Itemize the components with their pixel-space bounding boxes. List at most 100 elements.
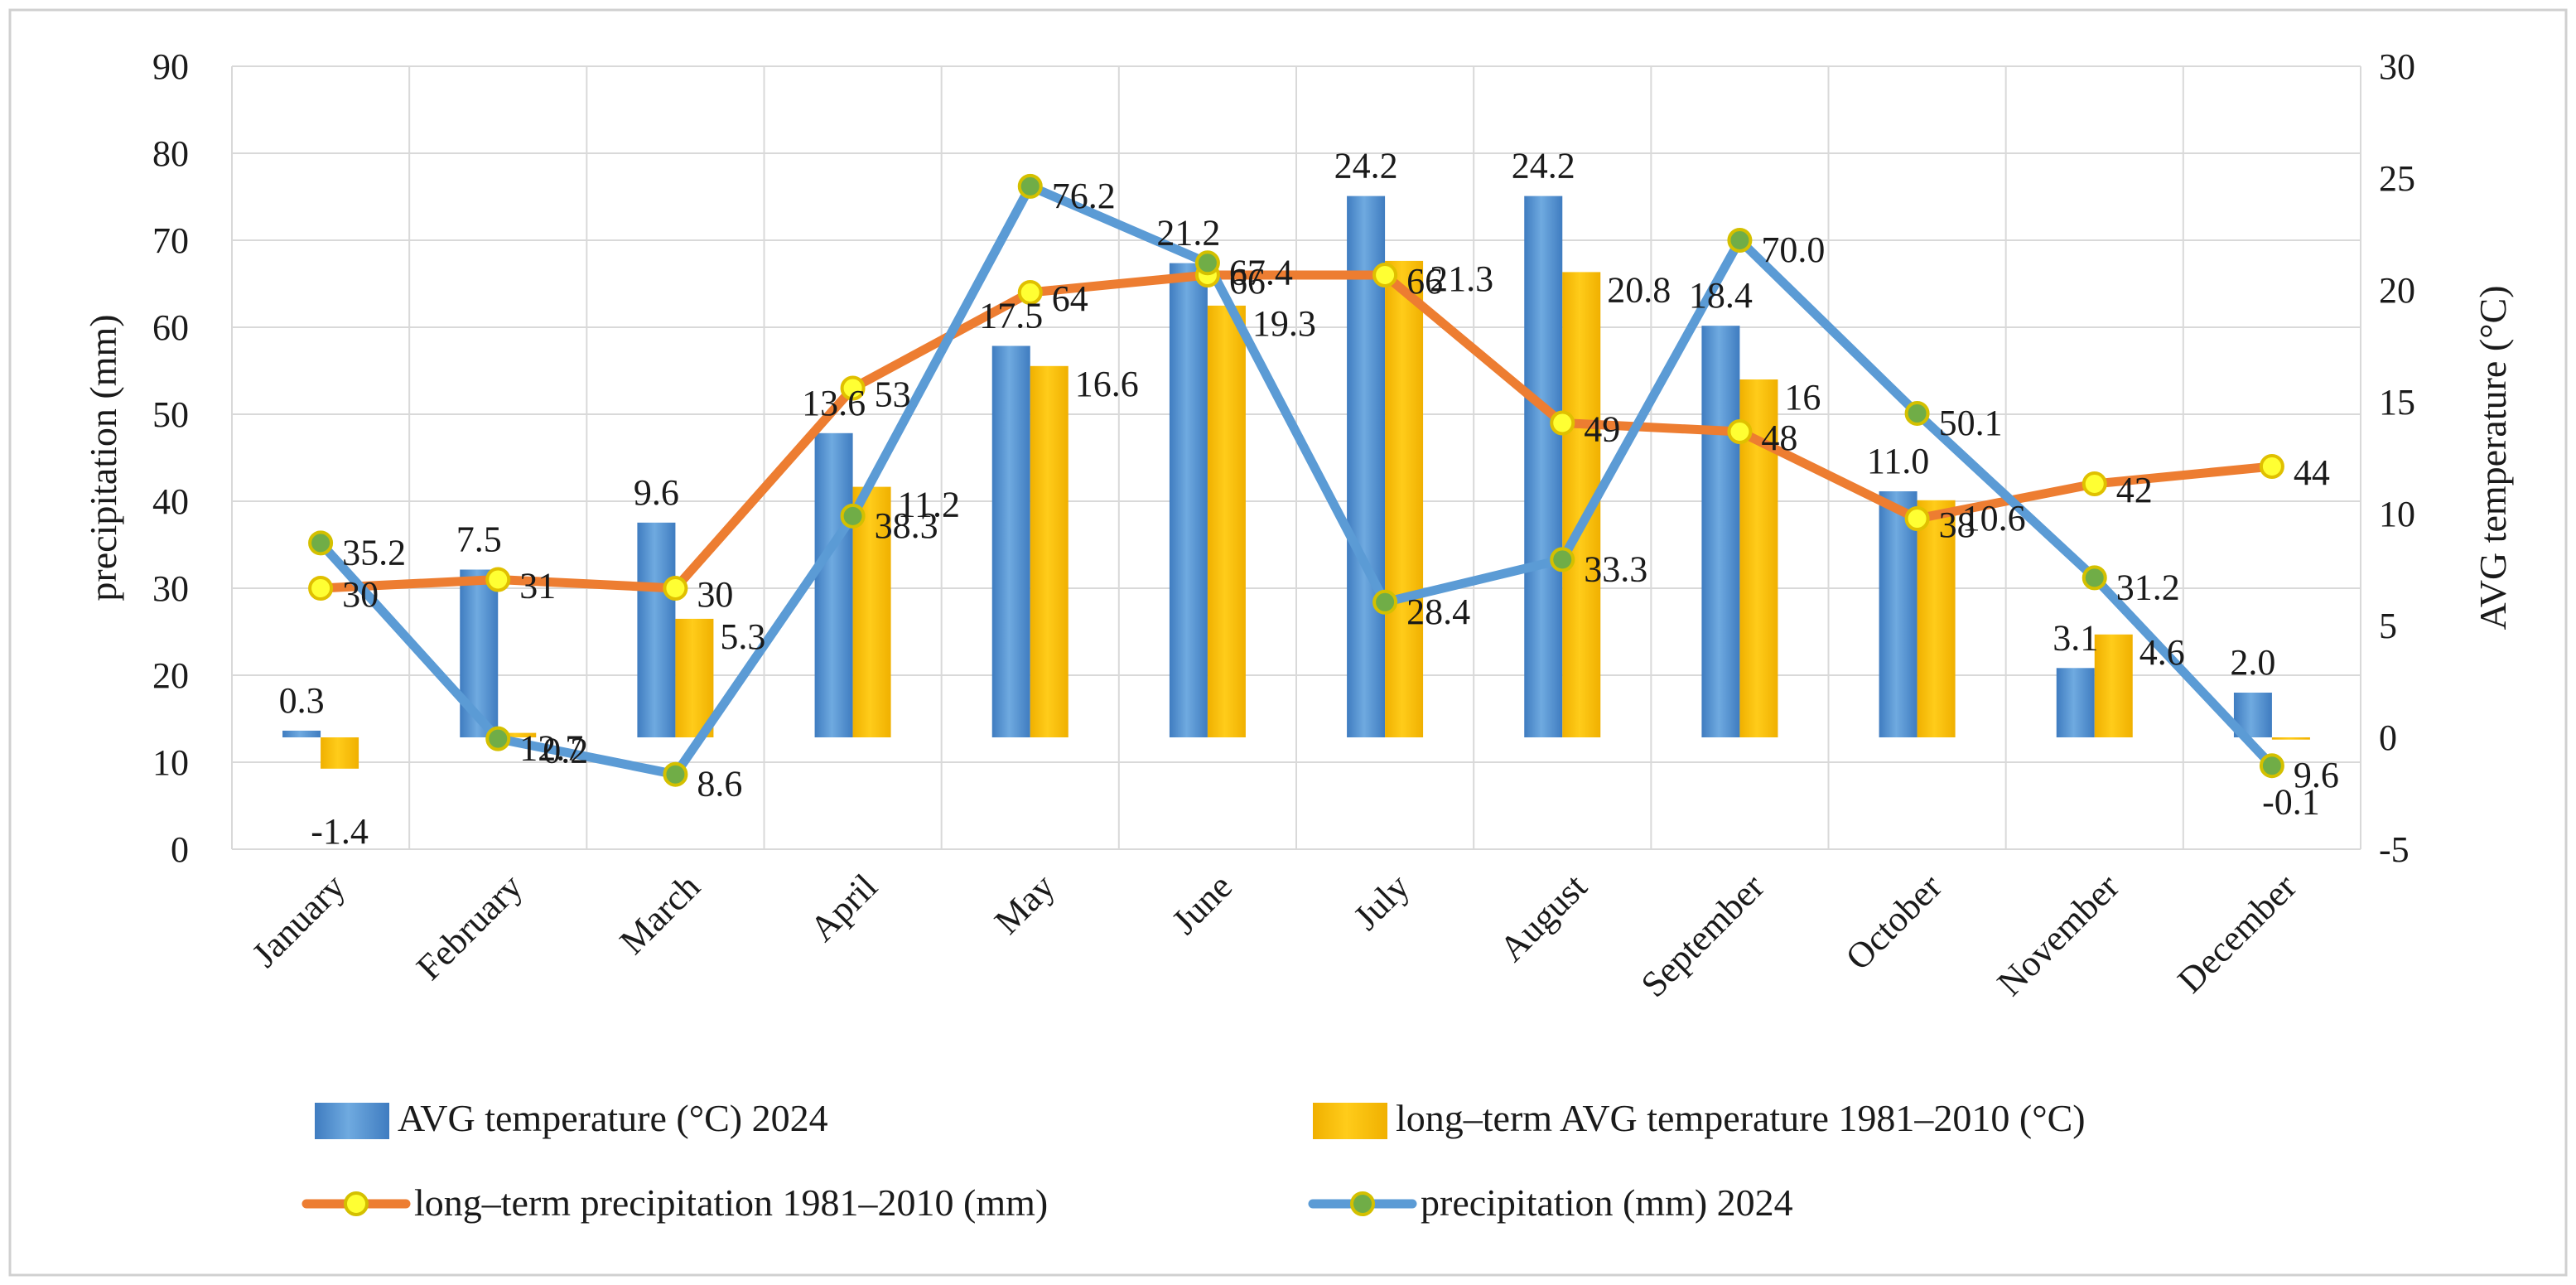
precip-2024-marker [2082,565,2107,591]
precip-2024-label: 70.0 [1761,229,1825,270]
temp-longterm-label: 16.6 [1075,364,1139,404]
temp-longterm-label: 21.3 [1430,258,1493,299]
legend-label: long–term precipitation 1981–2010 (mm) [414,1181,1048,1224]
precip-2024-label: 67.4 [1229,252,1293,292]
longterm-precip-marker [2082,471,2107,496]
longterm-precip-label: 44 [2294,452,2330,493]
left-tick-label: 10 [152,742,189,783]
precip-2024-label: 35.2 [342,532,406,572]
longterm-precip-marker [485,567,511,592]
temp-2024-label: 11.0 [1867,441,1929,481]
temp-longterm-bar [2271,737,2310,740]
precip-2024-marker [1194,250,1220,276]
right-tick-label: 5 [2379,606,2397,646]
temp-2024-label: 2.0 [2230,642,2275,683]
longterm-precip-label: 49 [1584,409,1620,450]
precip-2024-label: 28.4 [1406,592,1470,632]
precip-2024-label: 38.3 [875,505,938,546]
precip-2024-marker [1550,547,1575,572]
temp-longterm-label: 16 [1784,377,1821,418]
right-axis-title: AVG temperature (°C) [2472,285,2514,630]
precip-2024-marker [1904,400,1930,426]
right-tick-label: -5 [2379,829,2410,870]
temp-2024-bar [1701,326,1740,737]
precip-2024-label: 31.2 [2116,567,2180,607]
temp-longterm-bar [1207,305,1246,737]
longterm-precip-label: 66 [1229,261,1266,302]
precip-2024-marker [840,503,866,529]
legend-label: long–term AVG temperature 1981–2010 (°C) [1396,1097,2086,1139]
precip-2024-label: 8.6 [697,764,742,804]
left-axis-title: precipitation (mm) [82,314,124,601]
longterm-precip-label: 31 [519,566,556,606]
right-tick-label: 25 [2379,158,2415,199]
temp-longterm-bar [1030,365,1069,737]
longterm-precip-marker [1372,263,1398,287]
precip-2024-marker [308,530,334,556]
longterm-precip-marker [1904,506,1930,531]
longterm-precip-label: 30 [342,574,379,615]
longterm-precip-marker [663,576,688,601]
longterm-precip-marker [1727,419,1753,444]
longterm-precip-line [316,270,2277,593]
label-layer: 0.3 7.5 9.6 13.6 17.5 21.2 24.2 24.2 18.4 11.0 3.1… [279,146,2339,852]
temp-longterm-bar [2094,634,2133,737]
legend-swatch-marker [344,1191,369,1216]
left-tick-label: 20 [152,655,189,696]
longterm-precip-marker [308,576,334,601]
temp-2024-bar [637,522,676,737]
longterm-precip-label: 30 [697,574,733,615]
temp-2024-label: 24.2 [1334,146,1398,186]
legend-label: AVG temperature (°C) 2024 [398,1097,828,1139]
temp-longterm-bar [321,737,359,769]
temp-2024-label: 9.6 [634,472,679,513]
longterm-precip-marker [1550,410,1575,436]
left-tick-label: 70 [152,220,189,261]
longterm-precip-marker [1017,280,1043,305]
right-tick-label: 30 [2379,46,2415,87]
temp-2024-bar [991,345,1030,737]
left-tick-label: 80 [152,133,189,174]
right-tick-label: 10 [2379,494,2415,534]
temp-2024-label: 17.5 [979,296,1043,336]
chart-frame [8,8,2568,1277]
longterm-precip-label: 66 [1406,261,1443,302]
temp-longterm-bar [1385,260,1424,737]
legend-swatch-marker [1350,1191,1375,1216]
temp-2024-bar [1879,491,1918,737]
temp-longterm-label: 0.2 [543,731,588,771]
temp-2024-bar [1169,263,1208,738]
temp-2024-label: 18.4 [1689,275,1753,316]
temp-longterm-label: 19.3 [1252,303,1316,344]
precip-2024-marker [1372,589,1398,615]
longterm-precip-marker [840,375,866,401]
left-tick-label: 0 [171,829,189,870]
precip-2024-marker [1727,228,1753,253]
longterm-precip-label: 38 [1939,505,1975,545]
temp-longterm-label: -0.1 [2262,782,2320,823]
right-tick-label: 15 [2379,382,2415,423]
temp-2024-label: 0.3 [279,680,325,721]
precip-2024-marker [485,726,511,751]
temp-2024-bar [282,730,321,737]
legend-swatch-bar [315,1103,389,1139]
temp-longterm-bar [852,486,891,737]
temp-2024-label: 7.5 [456,519,502,560]
precip-2024-label: 76.2 [1052,176,1116,216]
temp-longterm-label: 4.6 [2139,632,2185,673]
temp-2024-bar [814,432,853,737]
precip-2024-marker [663,761,688,787]
longterm-precip-label: 53 [875,374,911,415]
precip-2024-marker [2259,753,2284,779]
legend-label: precipitation (mm) 2024 [1421,1181,1793,1224]
temp-2024-bar [1347,196,1386,738]
longterm-precip-label: 64 [1052,278,1088,319]
left-tick-label: 90 [152,46,189,87]
bar-layer [282,196,2310,769]
temp-longterm-label: 20.8 [1607,269,1671,310]
precip-2024-label: 33.3 [1584,548,1647,589]
left-tick-label: 30 [152,568,189,609]
temp-longterm-label: -1.4 [311,811,369,852]
temp-longterm-bar [498,732,537,737]
